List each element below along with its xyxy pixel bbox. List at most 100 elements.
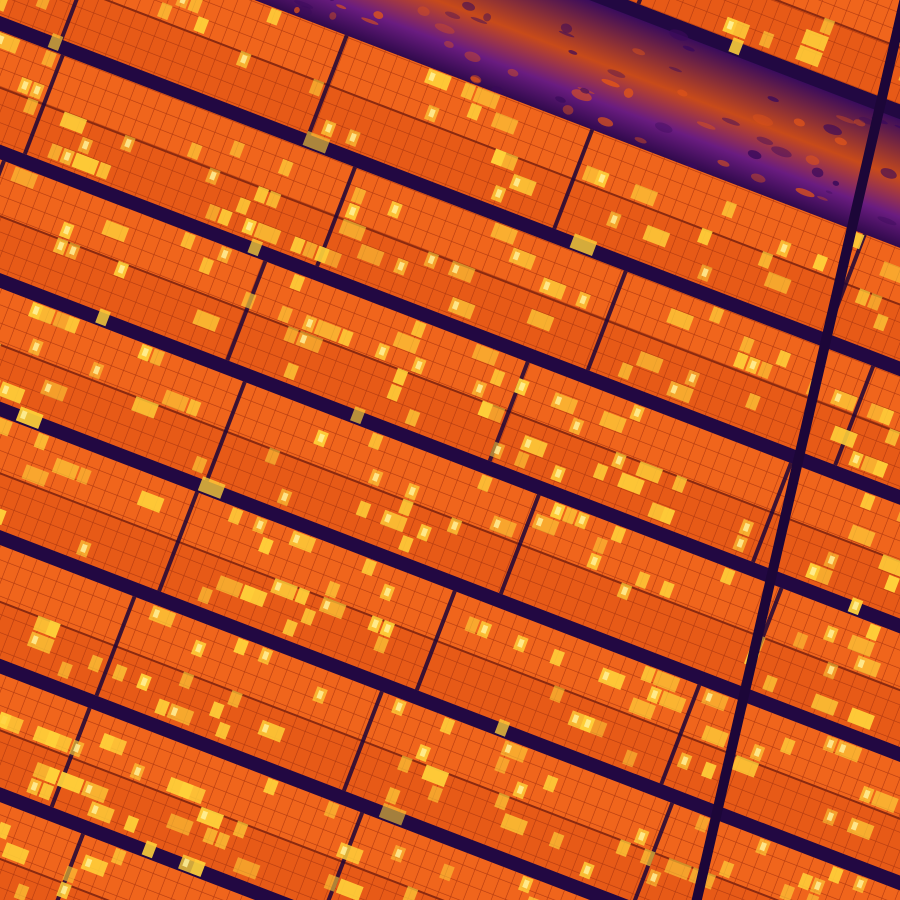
hotspot-cell <box>302 130 331 154</box>
hotspot-cell <box>884 574 900 593</box>
hotspot-cell <box>175 0 191 9</box>
hotspot-cell <box>718 860 735 879</box>
ground-texture <box>558 30 575 38</box>
hotspot-cell <box>398 534 414 553</box>
ground-texture <box>877 216 897 226</box>
hotspot-cell <box>635 350 664 374</box>
hotspot-cell <box>728 37 745 56</box>
hotspot-cell <box>59 111 88 135</box>
panel-segment-break <box>659 684 702 785</box>
hotspot-core <box>81 140 90 150</box>
hotspot-cell <box>0 31 21 54</box>
ground-texture <box>597 117 614 127</box>
hotspot-cell <box>32 762 61 785</box>
ground-texture <box>836 115 856 124</box>
hotspot-cell <box>277 158 294 177</box>
hotspot-cell <box>847 524 876 548</box>
hotspot-core <box>292 534 301 544</box>
hotspot-cell <box>562 506 578 525</box>
hotspot-cell <box>0 821 12 840</box>
ground-texture <box>655 122 673 133</box>
ground-texture <box>880 168 897 179</box>
ground-texture <box>682 45 695 52</box>
ground-texture <box>834 137 847 146</box>
ground-texture <box>756 136 774 145</box>
ground-texture <box>483 13 492 22</box>
ground-texture <box>470 16 488 24</box>
ground-texture <box>747 150 762 160</box>
hotspot-cell <box>671 475 688 493</box>
hotspot-cell <box>157 2 173 21</box>
hotspot-cell <box>410 320 427 339</box>
hotspot-cell <box>32 725 61 749</box>
hotspot-cell <box>490 112 519 135</box>
hotspot-core <box>583 718 592 729</box>
hotspot-cell <box>253 222 282 245</box>
hotspot-cell <box>827 866 844 884</box>
hotspot-cell <box>198 256 215 275</box>
hotspot-core <box>1 385 10 395</box>
hotspot-cell <box>477 474 493 493</box>
hotspot-cell <box>500 813 528 836</box>
hotspot-core <box>31 635 39 645</box>
hotspot-cell <box>0 413 13 437</box>
ground-texture <box>580 87 590 94</box>
hotspot-cell <box>810 693 839 716</box>
hotspot-cell <box>324 580 341 599</box>
hotspot-cell <box>659 580 675 599</box>
ground-texture <box>336 4 347 10</box>
hotspot-core <box>590 556 599 566</box>
hotspot-cell <box>38 782 55 801</box>
ground-texture <box>634 137 647 144</box>
hotspot-core <box>650 872 658 883</box>
hotspot-core <box>475 383 484 394</box>
ground-texture <box>859 116 874 125</box>
hotspot-cell <box>52 311 81 334</box>
hotspot-cell <box>62 865 78 884</box>
hotspot-core <box>554 468 563 479</box>
hotspot-core <box>518 381 526 392</box>
hotspot-cell <box>854 288 871 307</box>
hotspot-core <box>57 241 65 251</box>
hotspot-cell <box>719 567 736 586</box>
hotspot-cell <box>615 839 632 858</box>
hotspot-core <box>21 80 29 91</box>
hotspot-cell <box>355 500 372 519</box>
hotspot-cell <box>721 200 738 219</box>
hotspot-cell <box>95 161 112 180</box>
hotspot-cell <box>313 319 342 343</box>
hotspot-cell <box>283 362 299 381</box>
hotspot-cell <box>865 623 882 642</box>
hotspot-cell <box>739 335 755 354</box>
panel-segment-break <box>751 462 793 563</box>
hotspot-core <box>493 445 502 455</box>
hotspot-cell <box>47 33 64 52</box>
hotspot-cell <box>338 328 354 347</box>
hotspot-core <box>420 527 429 537</box>
hotspot-cell <box>490 222 519 245</box>
hotspot-core <box>583 865 591 875</box>
hotspot-cell <box>666 307 695 331</box>
hotspot-cell <box>617 362 634 381</box>
hotspot-core <box>524 438 532 449</box>
hotspot-core <box>680 756 689 766</box>
hotspot-cell <box>232 857 261 880</box>
hotspot-core <box>84 858 93 868</box>
hotspot-cell <box>397 755 413 774</box>
ground-texture <box>696 121 716 130</box>
hotspot-core <box>256 520 264 530</box>
hotspot-cell <box>185 398 202 417</box>
hotspot-core <box>322 600 331 610</box>
hotspot-core <box>32 305 40 316</box>
panel-segment-break <box>204 381 247 482</box>
hotspot-core <box>493 519 501 529</box>
hotspot-core <box>827 555 836 565</box>
hotspot-core <box>838 743 847 754</box>
hotspot-cell <box>229 140 245 159</box>
hotspot-core <box>209 171 217 181</box>
hotspot-cell <box>494 718 511 737</box>
ground-texture <box>464 51 481 62</box>
hotspot-cell <box>630 183 659 207</box>
hotspot-cell <box>186 142 203 161</box>
hotspot-cell <box>870 790 899 813</box>
